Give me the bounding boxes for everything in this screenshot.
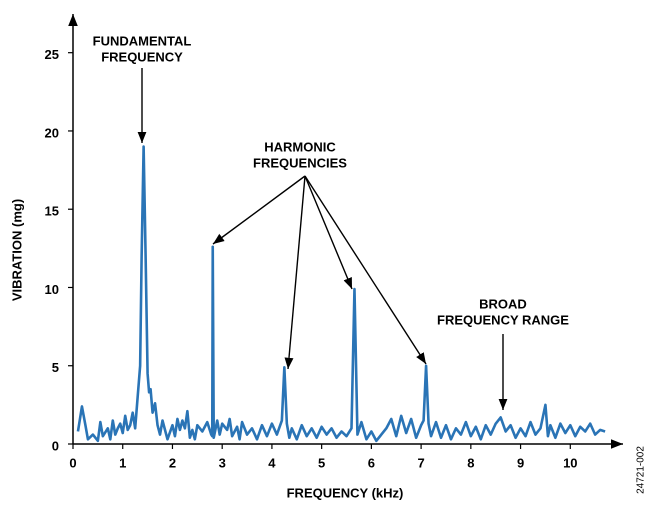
x-tick-label: 7 [417, 455, 424, 470]
annotation-text: BROAD [479, 296, 527, 311]
x-axis-title: FREQUENCY (kHz) [287, 485, 404, 500]
annotation-text: FREQUENCY RANGE [437, 312, 569, 327]
figure-code: 24721-002 [636, 446, 647, 494]
x-tick-label: 8 [467, 455, 474, 470]
annotation-text: FREQUENCY [101, 49, 183, 64]
x-tick-label: 6 [368, 455, 375, 470]
y-tick-label: 5 [52, 360, 59, 375]
y-tick-label: 15 [45, 204, 59, 219]
spectrum-line [76, 145, 606, 443]
annotation-arrow [304, 175, 427, 365]
annotation-arrow [304, 175, 353, 290]
y-axis-title: VIBRATION (mg) [9, 199, 24, 301]
x-tick-label: 10 [563, 455, 577, 470]
x-tick-label: 4 [268, 455, 276, 470]
y-tick-label: 20 [45, 125, 59, 140]
y-tick-label: 10 [45, 282, 59, 297]
x-tick-label: 1 [119, 455, 126, 470]
annotation-text: FUNDAMENTAL [93, 33, 192, 48]
y-tick-label: 25 [45, 47, 59, 62]
x-tick-label: 9 [517, 455, 524, 470]
x-tick-label: 0 [69, 455, 76, 470]
annotation-text: HARMONIC [264, 139, 336, 154]
annotation-arrow [284, 175, 306, 370]
annotation-arrow [212, 175, 306, 245]
y-tick-label: 0 [52, 438, 59, 453]
x-tick-label: 5 [318, 455, 325, 470]
x-tick-label: 2 [169, 455, 176, 470]
x-tick-label: 3 [219, 455, 226, 470]
annotation-text: FREQUENCIES [253, 155, 347, 170]
